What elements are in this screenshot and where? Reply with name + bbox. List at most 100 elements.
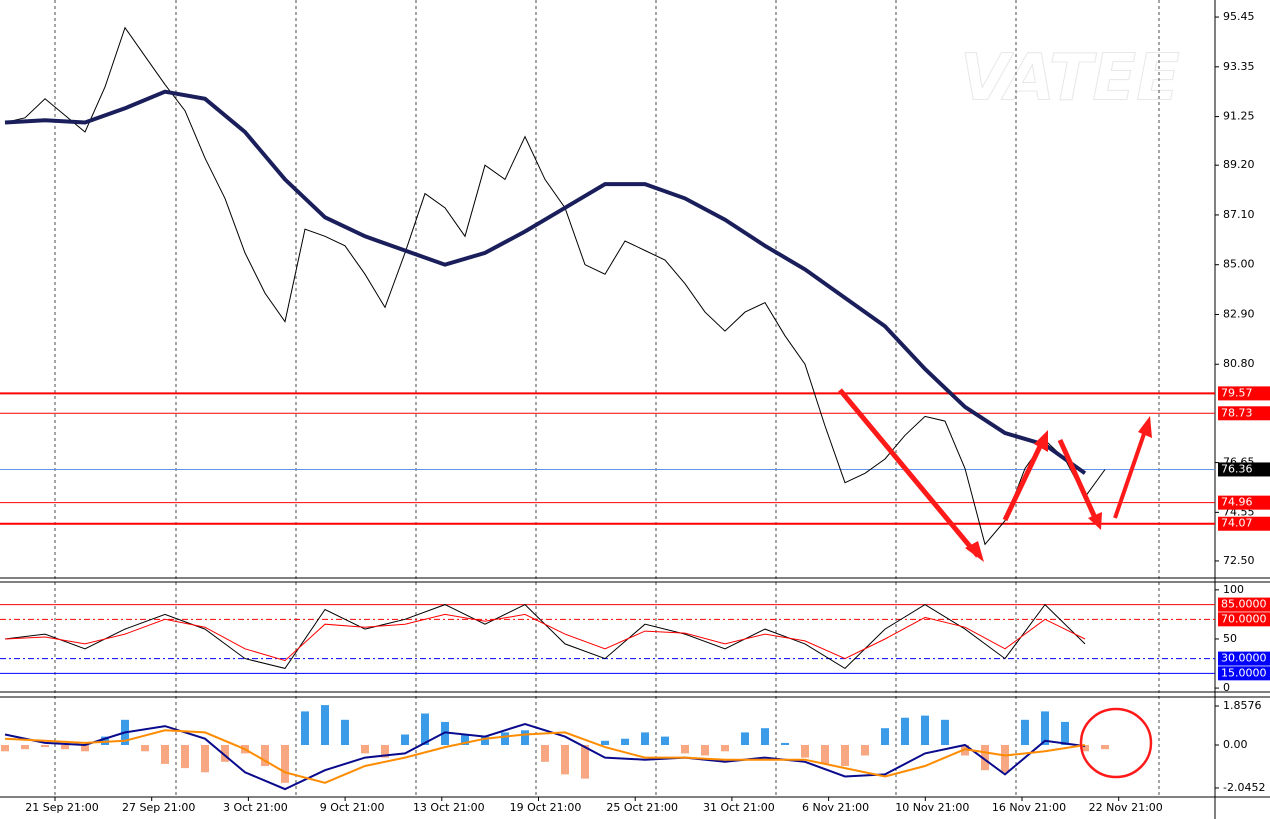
level-label: 74.07 <box>1221 517 1253 530</box>
y-tick-label: 1.8576 <box>1223 699 1262 712</box>
histogram-bar <box>741 732 749 746</box>
arrow <box>1057 438 1099 522</box>
histogram-bar <box>521 730 529 746</box>
histogram-bar <box>801 745 809 758</box>
histogram-bar <box>1001 745 1009 773</box>
y-tick-label: 91.25 <box>1223 110 1255 123</box>
histogram-bar <box>541 745 549 762</box>
series-line <box>4 722 1086 791</box>
histogram-bar <box>301 711 309 746</box>
x-tick-label: 16 Nov 21:00 <box>992 801 1066 814</box>
histogram-bar <box>501 732 509 746</box>
histogram-bar <box>381 745 389 758</box>
y-tick-label: 93.35 <box>1223 60 1255 73</box>
y-tick-label: 72.50 <box>1223 554 1255 567</box>
y-tick-label: 89.20 <box>1223 158 1255 171</box>
histogram-bar <box>1081 745 1089 752</box>
histogram-bar <box>1021 719 1029 746</box>
level-label: 79.57 <box>1221 386 1253 399</box>
histogram-bar <box>141 745 149 752</box>
y-tick-label: 87.10 <box>1223 208 1255 221</box>
histogram-bar <box>581 745 589 779</box>
histogram-bar <box>941 719 949 746</box>
histogram-bar <box>981 745 989 771</box>
y-tick-label: 82.90 <box>1223 307 1255 320</box>
histogram-bar <box>101 736 109 746</box>
level-label-box <box>1218 516 1270 531</box>
level-label: 70.0000 <box>1221 612 1267 625</box>
arrow-head <box>965 541 984 562</box>
level-label-box <box>1218 495 1270 510</box>
level-label-box <box>1218 462 1270 477</box>
histogram-bar <box>721 745 729 752</box>
level-label: 76.36 <box>1221 462 1253 475</box>
level-label-box <box>1218 651 1270 666</box>
y-tick-label: 0.00 <box>1223 738 1248 751</box>
histogram-bar <box>41 745 49 748</box>
series-line <box>4 613 1086 662</box>
level-label-box <box>1218 406 1270 421</box>
histogram-bar <box>621 738 629 746</box>
histogram-bar <box>461 734 469 746</box>
highlight-circle <box>1079 707 1153 779</box>
x-tick-label: 31 Oct 21:00 <box>703 801 775 814</box>
watermark: VATEE <box>960 42 1180 116</box>
histogram-bar <box>661 736 669 746</box>
histogram-bar <box>181 745 189 769</box>
histogram-bar <box>1101 745 1109 750</box>
histogram-bar <box>861 745 869 756</box>
histogram-bar <box>481 736 489 746</box>
x-tick-label: 13 Oct 21:00 <box>413 801 485 814</box>
y-tick-label: 0 <box>1223 681 1230 694</box>
annotations <box>838 388 1153 779</box>
histogram-bar <box>701 745 709 756</box>
histogram-bar <box>61 745 69 750</box>
x-tick-label: 25 Oct 21:00 <box>606 801 678 814</box>
histogram-bar <box>361 745 369 754</box>
histogram-bar <box>881 728 889 746</box>
arrow-head <box>1138 416 1152 438</box>
y-tick-label: 80.80 <box>1223 357 1255 370</box>
histogram-bar <box>601 740 609 746</box>
series-line <box>4 26 1106 546</box>
histogram-bar <box>921 715 929 746</box>
arrow <box>1113 427 1148 519</box>
y-tick-label: 85.00 <box>1223 258 1255 271</box>
histogram-bar <box>781 742 789 746</box>
histogram-bar <box>841 745 849 767</box>
arrow <box>1002 438 1046 522</box>
histogram-bar <box>321 705 329 746</box>
x-tick-label: 9 Oct 21:00 <box>320 801 385 814</box>
arrow-head <box>1088 512 1102 530</box>
histogram-bar <box>261 745 269 767</box>
histogram-bar <box>401 734 409 746</box>
level-label: 85.0000 <box>1221 598 1267 611</box>
series-line <box>4 89 1087 475</box>
arrow <box>838 388 980 558</box>
histogram-bar <box>901 717 909 746</box>
level-label: 30.0000 <box>1221 652 1267 665</box>
histogram-bar <box>1041 711 1049 746</box>
histogram-bar <box>221 745 229 762</box>
series-line <box>4 729 1086 784</box>
histogram-bar <box>1 745 9 752</box>
histogram-bar <box>161 745 169 764</box>
histogram-bar <box>1061 721 1069 746</box>
x-tick-label: 19 Oct 21:00 <box>510 801 582 814</box>
histogram-bar <box>21 745 29 750</box>
histogram-bar <box>561 745 569 775</box>
level-label-box <box>1218 612 1270 627</box>
x-tick-label: 6 Nov 21:00 <box>802 801 869 814</box>
y-tick-label: 50 <box>1223 632 1237 645</box>
histogram-bar <box>81 745 89 752</box>
x-tick-label: 27 Sep 21:00 <box>122 801 195 814</box>
level-label-box <box>1218 597 1270 612</box>
histogram-bar <box>681 745 689 754</box>
histogram-bar <box>761 728 769 746</box>
level-label: 78.73 <box>1221 406 1253 419</box>
level-label-box <box>1218 666 1270 681</box>
level-label: 15.0000 <box>1221 666 1267 679</box>
y-tick-label: -2.0452 <box>1223 781 1265 794</box>
x-tick-label: 21 Sep 21:00 <box>25 801 98 814</box>
